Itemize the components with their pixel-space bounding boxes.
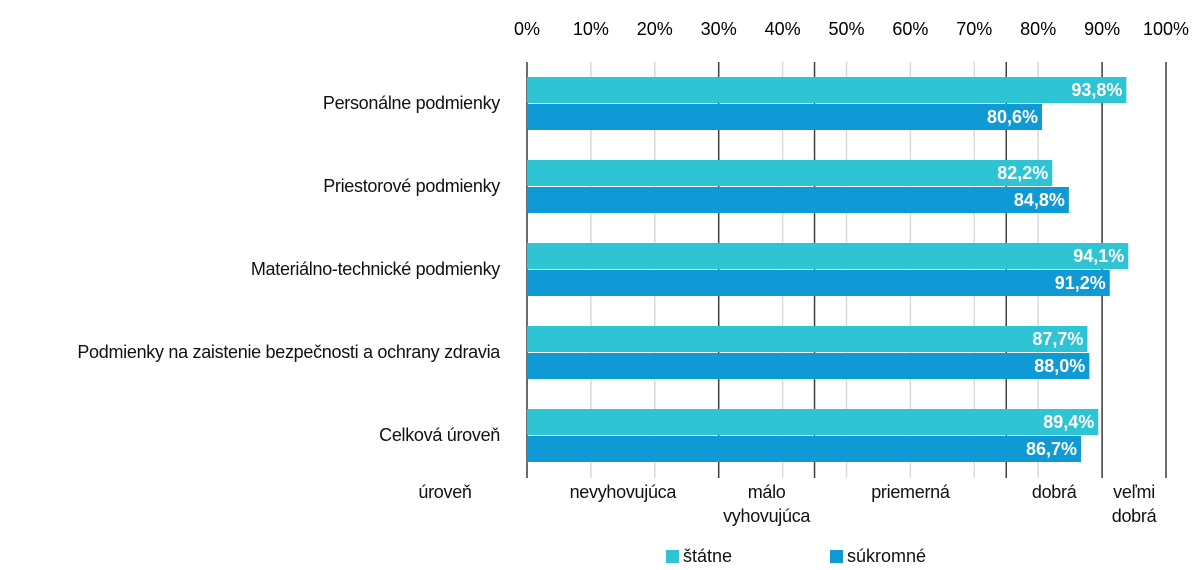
value-label: 80,6%: [987, 107, 1038, 127]
value-label: 94,1%: [1073, 246, 1124, 266]
value-label: 87,7%: [1032, 329, 1083, 349]
x-tick-label: 30%: [701, 19, 737, 39]
levels-title: úroveň: [418, 482, 472, 502]
value-label: 86,7%: [1026, 439, 1077, 459]
bar: [527, 104, 1043, 130]
x-tick-label: 0%: [514, 19, 540, 39]
bar: [527, 353, 1090, 379]
legend-item: súkromné: [830, 546, 926, 567]
value-label: 91,2%: [1055, 273, 1106, 293]
level-label: málo vyhovujúca: [723, 482, 811, 526]
level-label: veľmi dobrá: [1111, 482, 1157, 526]
x-tick-label: 10%: [573, 19, 609, 39]
x-tick-label: 100%: [1143, 19, 1189, 39]
x-tick-label: 60%: [892, 19, 928, 39]
bar: [527, 160, 1053, 186]
bar: [527, 409, 1099, 435]
bar: [527, 270, 1110, 296]
x-tick-label: 20%: [637, 19, 673, 39]
x-tick-label: 40%: [765, 19, 801, 39]
value-label: 88,0%: [1034, 356, 1085, 376]
legend-swatch: [666, 550, 679, 563]
bar: [527, 77, 1127, 103]
legend-swatch: [830, 550, 843, 563]
level-label: nevyhovujúca: [569, 482, 677, 502]
value-label: 82,2%: [997, 163, 1048, 183]
bar: [527, 326, 1088, 352]
category-label: Materiálno-technické podmienky: [250, 259, 500, 279]
x-tick-label: 90%: [1084, 19, 1120, 39]
x-tick-label: 70%: [956, 19, 992, 39]
value-label: 89,4%: [1043, 412, 1094, 432]
legend-label: štátne: [683, 546, 733, 566]
category-label: Celková úroveň: [379, 425, 500, 445]
x-tick-label: 80%: [1020, 19, 1056, 39]
legend-label: súkromné: [847, 546, 927, 566]
value-label: 93,8%: [1071, 80, 1122, 100]
bar: [527, 243, 1129, 269]
bar: [527, 436, 1082, 462]
legend-item: štátne: [666, 546, 732, 567]
bar: [527, 187, 1069, 213]
x-tick-label: 50%: [828, 19, 864, 39]
category-label: Priestorové podmienky: [323, 176, 500, 196]
level-label: priemerná: [871, 482, 950, 502]
category-label: Podmienky na zaistenie bezpečnosti a och…: [77, 342, 500, 362]
level-label: dobrá: [1031, 482, 1077, 502]
category-label: Personálne podmienky: [322, 93, 500, 113]
value-label: 84,8%: [1014, 190, 1065, 210]
